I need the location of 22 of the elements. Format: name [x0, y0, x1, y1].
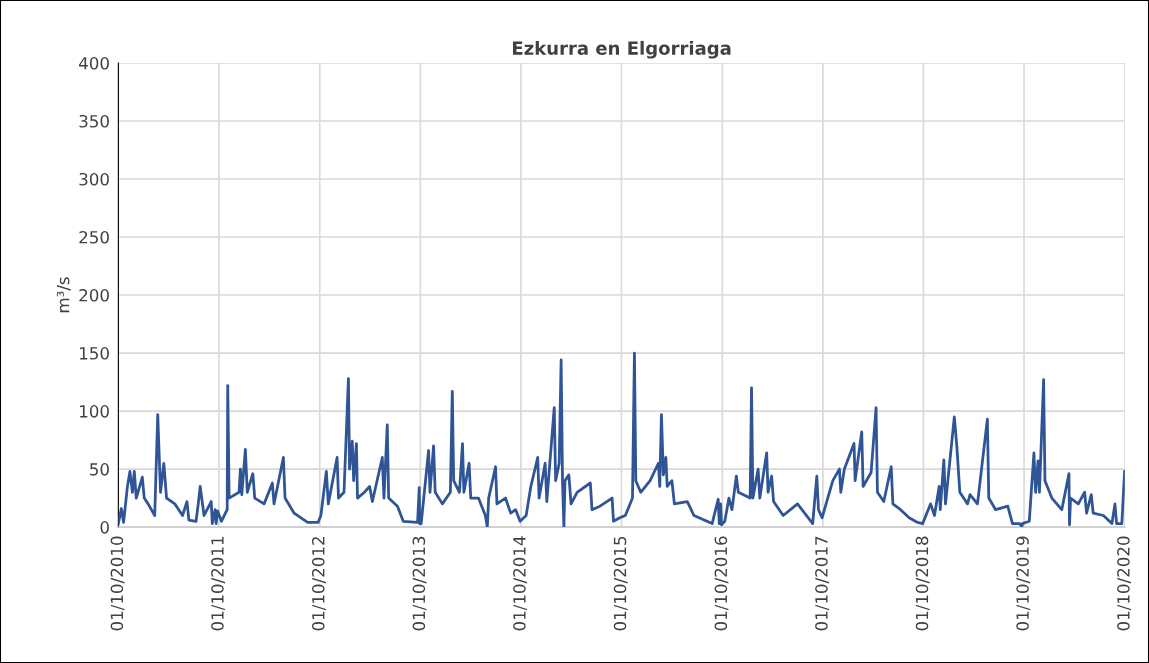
y-tick-label: 50	[90, 463, 109, 476]
y-tick-label: 250	[79, 230, 109, 244]
x-tick-label: 01/10/2019	[1016, 536, 1031, 631]
y-tick-label: 150	[80, 347, 109, 360]
x-tick-label: 01/10/2016	[714, 536, 729, 631]
chart-title: Ezkurra en Elgorriaga	[513, 40, 731, 59]
y-tick-label: 0	[100, 521, 109, 534]
x-tick-label: 01/10/2013	[412, 536, 427, 631]
y-tick-label: 300	[79, 172, 109, 186]
y-tick-label: 350	[79, 114, 109, 128]
x-tick-label: 01/10/2010	[110, 536, 125, 631]
x-tick-label: 01/10/2011	[211, 536, 226, 631]
x-tick-label: 01/10/2018	[915, 536, 930, 631]
y-tick-label: 400	[79, 56, 109, 70]
x-tick-label: 01/10/2015	[613, 536, 628, 631]
y-tick-label: 200	[79, 289, 109, 302]
y-axis-title: m³/s	[56, 277, 71, 313]
x-tick-label: 01/10/2017	[815, 536, 830, 631]
x-tick-label: 01/10/2012	[311, 537, 326, 631]
x-tick-label: 01/10/2020	[1117, 536, 1132, 631]
y-tick-label: 100	[80, 405, 109, 418]
x-tick-label: 01/10/2014	[513, 536, 528, 631]
